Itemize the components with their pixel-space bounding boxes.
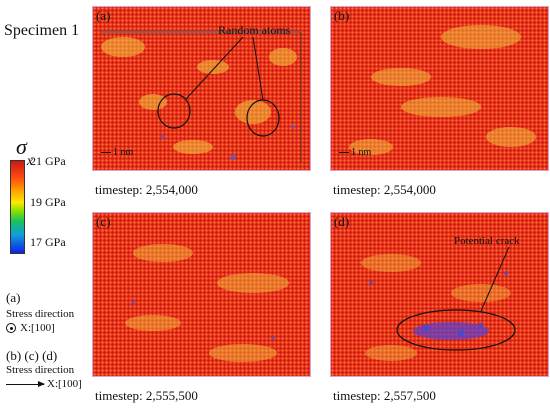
panel-a-overlay bbox=[101, 31, 302, 162]
colorbar-symbol: σx bbox=[16, 134, 34, 170]
colorbar-tick-bottom: 17 GPa bbox=[30, 235, 66, 249]
panel-a: (a) Random atoms 1 nm bbox=[92, 6, 311, 171]
timestep-c: timestep: 2,555,500 bbox=[95, 388, 198, 403]
legend-bcd-stress: Stress direction bbox=[6, 364, 75, 376]
out-of-plane-icon bbox=[6, 323, 16, 334]
legend-bcd-direction: X:[100] bbox=[6, 378, 82, 390]
panel-c-label: (c) bbox=[96, 214, 111, 229]
timestep-b: timestep: 2,554,000 bbox=[333, 182, 436, 197]
panel-a-label: (a) bbox=[96, 8, 111, 23]
arrow-right-icon bbox=[6, 380, 45, 387]
legend-a-direction: X:[100] bbox=[6, 322, 55, 334]
timestep-d: timestep: 2,557,500 bbox=[333, 388, 436, 403]
scale-bar-a: 1 nm bbox=[101, 147, 133, 158]
panel-c: (c) bbox=[92, 212, 311, 377]
panel-b-overlay bbox=[349, 25, 536, 155]
annotation-random-atoms: Random atoms bbox=[218, 23, 291, 37]
colorbar-tick-mid: 19 GPa bbox=[30, 195, 66, 209]
annotation-potential-crack: Potential crack bbox=[454, 235, 520, 247]
colorbar-tick-top: 21 GPa bbox=[30, 154, 66, 168]
panel-d-label: (d) bbox=[334, 214, 350, 229]
panel-d: (d) Potential crack bbox=[330, 212, 549, 377]
colorbar bbox=[10, 160, 25, 254]
panel-b: (b) 1 nm bbox=[330, 6, 549, 171]
panel-c-overlay bbox=[125, 244, 289, 362]
timestep-a: timestep: 2,554,000 bbox=[95, 182, 198, 197]
legend-bcd-label: (b) (c) (d) bbox=[6, 348, 58, 363]
panel-b-label: (b) bbox=[334, 8, 350, 23]
legend-a-stress: Stress direction bbox=[6, 308, 75, 320]
specimen-title: Specimen 1 bbox=[4, 22, 80, 39]
panel-d-overlay bbox=[361, 246, 516, 361]
scale-bar-b: 1 nm bbox=[339, 147, 371, 158]
legend-a-label: (a) bbox=[6, 290, 21, 305]
